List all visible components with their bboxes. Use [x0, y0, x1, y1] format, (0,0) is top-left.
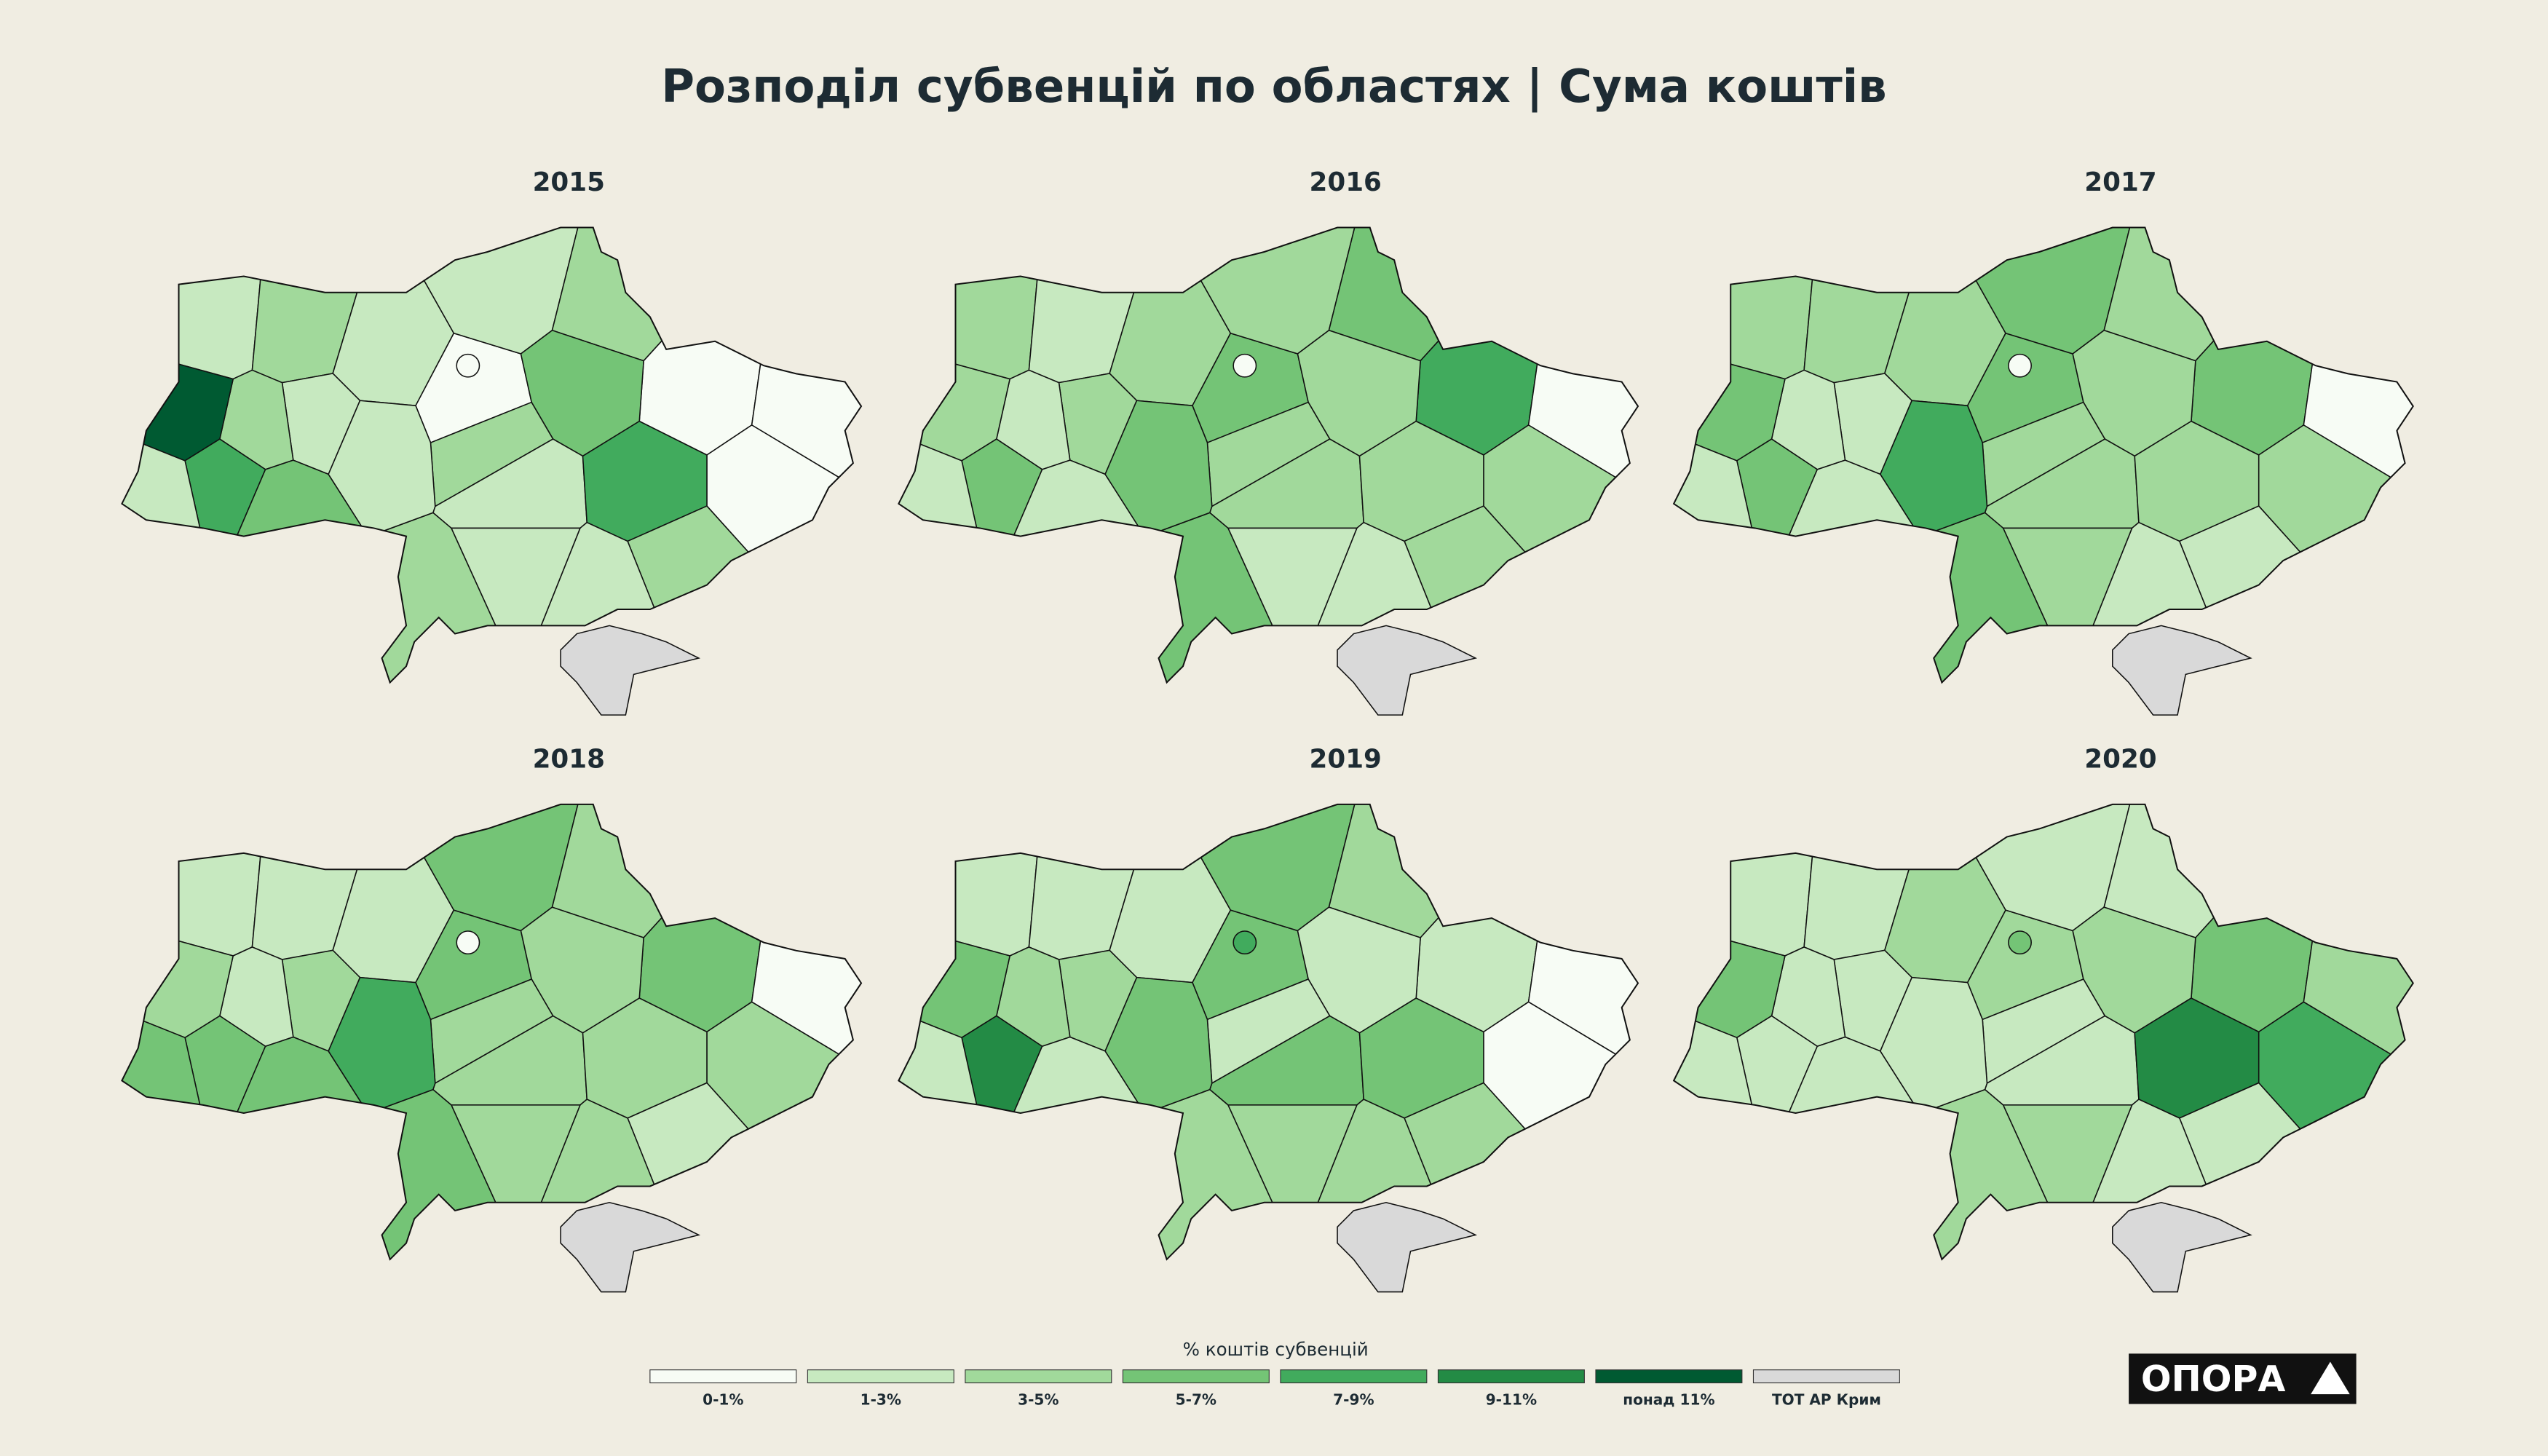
- legend-label: 1-3%: [860, 1391, 901, 1409]
- legend-swatch: [1122, 1369, 1270, 1384]
- map-year: 2016: [1310, 167, 1382, 197]
- outline: [898, 226, 1639, 684]
- legend-swatch: [1280, 1369, 1428, 1384]
- legend-swatch: [1752, 1369, 1900, 1384]
- legend-label: ТОТ АР Крим: [1772, 1391, 1881, 1409]
- kyiv-city: [2008, 353, 2032, 378]
- title: Розподіл субвенцій по областях | Сума ко…: [661, 60, 1887, 114]
- crimea: [1337, 625, 1478, 716]
- kyiv-city: [2008, 930, 2032, 955]
- outline: [898, 803, 1639, 1261]
- legend: 0-1% 1-3% 3-5% 5-7% 7-9% 9-11% понад 11% ТОТ АР…: [649, 1369, 1900, 1409]
- legend-label: 7-9%: [1333, 1391, 1374, 1409]
- outline: [121, 803, 863, 1261]
- kyiv-city: [456, 353, 480, 378]
- map-year: 2018: [533, 745, 605, 775]
- crimea: [560, 625, 701, 716]
- legend-swatch: [1595, 1369, 1743, 1384]
- legend-label: 0-1%: [703, 1391, 743, 1409]
- legend-swatch: [1437, 1369, 1585, 1384]
- map-year: 2019: [1310, 745, 1382, 775]
- legend-label: 5-7%: [1176, 1391, 1216, 1409]
- kyiv-city: [1233, 353, 1257, 378]
- kyiv-city: [1233, 930, 1257, 955]
- legend-label: 3-5%: [1018, 1391, 1059, 1409]
- logo-text: ОПОРА: [2141, 1358, 2286, 1400]
- crimea: [2112, 625, 2252, 716]
- legend-label: 9-11%: [1486, 1391, 1537, 1409]
- legend-label: понад 11%: [1623, 1391, 1714, 1409]
- map-year: 2015: [533, 167, 605, 197]
- crimea: [2112, 1201, 2252, 1293]
- crimea: [1337, 1201, 1478, 1293]
- legend-swatch: [965, 1369, 1112, 1384]
- crimea: [560, 1201, 701, 1293]
- logo-box: [2129, 1353, 2357, 1404]
- legend-title: % коштів субвенцій: [1183, 1339, 1369, 1360]
- logo-triangle: [2311, 1361, 2350, 1395]
- outline: [121, 226, 863, 684]
- logo: ОПОРА: [2129, 1353, 2357, 1404]
- outline: [1672, 803, 2414, 1261]
- map-year: 2020: [2084, 745, 2156, 775]
- legend-swatch: [807, 1369, 954, 1384]
- legend-swatch: [649, 1369, 797, 1384]
- outline: [1672, 226, 2414, 684]
- map-year: 2017: [2084, 167, 2156, 197]
- kyiv-city: [456, 930, 480, 955]
